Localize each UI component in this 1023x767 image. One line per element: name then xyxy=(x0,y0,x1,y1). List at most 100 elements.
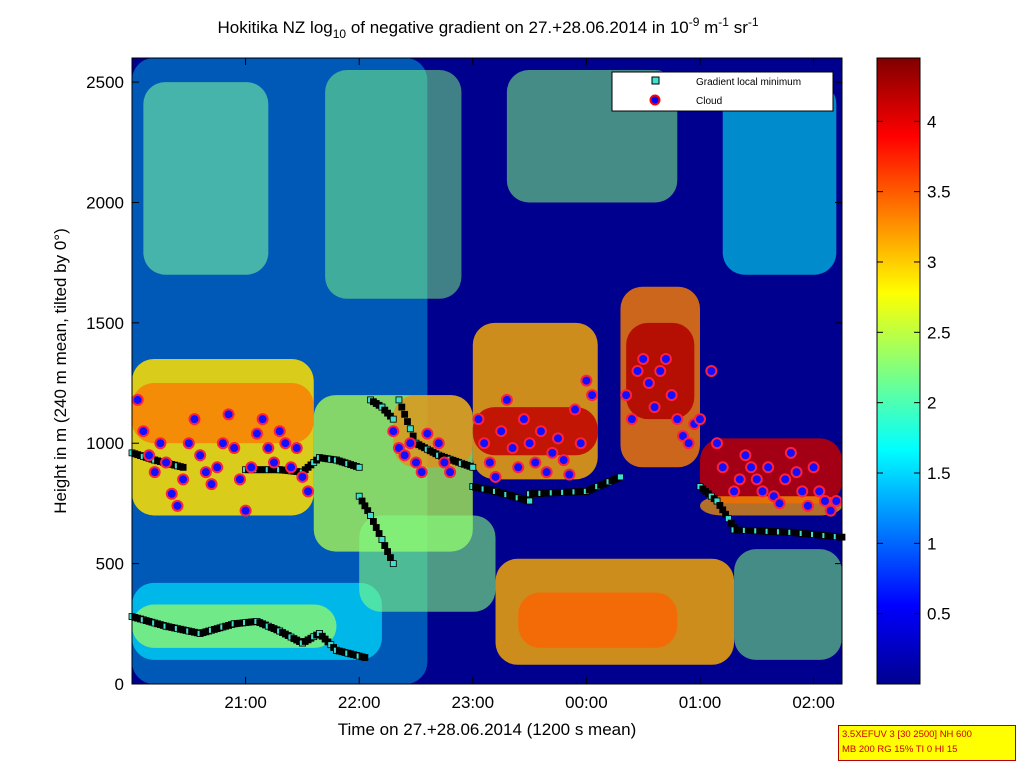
legend-label-minimum: Gradient local minimum xyxy=(696,77,801,88)
x-axis: 21:00 22:00 23:00 00:00 01:00 02:00 xyxy=(224,58,835,712)
series-cloud xyxy=(131,352,843,517)
cloud-marker xyxy=(824,504,837,517)
colorbar: 0.5 1 1.5 2 2.5 3 3.5 4 xyxy=(876,57,951,685)
cloud-marker xyxy=(194,449,207,462)
cloud-marker xyxy=(273,425,286,438)
cloud-marker xyxy=(177,473,190,486)
colorbar-tick-label: 2.5 xyxy=(927,323,951,342)
cloud-marker xyxy=(818,495,831,508)
cloud-marker xyxy=(233,473,246,486)
y-tick-label: 0 xyxy=(115,675,124,694)
cloud-marker xyxy=(421,427,434,440)
y-tick-label: 1500 xyxy=(86,314,124,333)
cloud-marker xyxy=(523,437,536,450)
gradient-minimum-marker xyxy=(526,497,533,505)
cloud-marker xyxy=(756,485,769,498)
cloud-marker xyxy=(489,470,502,483)
x-tick-label: 02:00 xyxy=(792,693,835,712)
cloud-marker xyxy=(631,365,644,377)
y-tick-label: 1000 xyxy=(86,434,124,453)
cloud-marker xyxy=(290,442,303,455)
cloud-marker xyxy=(534,425,547,438)
gradient-minimum-marker xyxy=(367,512,374,519)
cloud-marker xyxy=(620,389,633,402)
heatmap-patch xyxy=(143,82,269,275)
cloud-marker xyxy=(444,466,457,479)
cloud-marker xyxy=(517,413,530,426)
cloud-marker xyxy=(410,456,422,469)
cloud-marker xyxy=(773,497,786,510)
cloud-marker xyxy=(398,449,411,462)
cloud-marker xyxy=(762,461,775,474)
cloud-marker xyxy=(222,408,235,421)
gradient-minimum-marker xyxy=(378,536,386,543)
gradient-minimum-marker xyxy=(406,425,414,433)
cloud-marker xyxy=(813,485,826,498)
cloud-marker xyxy=(654,365,667,377)
plot-frame xyxy=(131,57,843,685)
cloud-marker xyxy=(563,468,576,481)
cloud-marker xyxy=(659,352,672,365)
cloud-marker xyxy=(682,437,695,450)
y-tick-label: 2500 xyxy=(86,73,124,92)
heatmap-patch xyxy=(734,549,842,660)
heatmap xyxy=(132,58,842,684)
gradient-minimum-marker xyxy=(381,542,389,549)
gradient-minimum-marker xyxy=(395,396,403,404)
colorbar-tick-label: 3.5 xyxy=(927,183,951,202)
cloud-marker xyxy=(807,461,820,474)
cloud-marker xyxy=(728,485,741,498)
cloud-marker xyxy=(574,437,587,450)
cloud-marker xyxy=(250,427,263,440)
cloud-marker xyxy=(268,456,280,469)
cloud-marker xyxy=(705,365,718,377)
legend-marker-square xyxy=(651,76,660,85)
gradient-minimum-marker xyxy=(389,560,397,568)
gradient-minimum-marker xyxy=(404,418,411,425)
cloud-marker xyxy=(228,442,241,455)
y-tick-label: 2000 xyxy=(86,193,124,212)
cloud-marker xyxy=(415,466,428,479)
legend-box xyxy=(611,71,834,112)
cloud-marker xyxy=(216,437,229,450)
cloud-marker xyxy=(733,473,746,486)
legend-marker-circle xyxy=(649,94,661,106)
cloud-marker xyxy=(779,473,792,486)
heatmap-patch xyxy=(472,322,598,480)
gradient-minimum-marker xyxy=(369,518,377,525)
cloud-marker xyxy=(569,403,582,416)
cloud-marker xyxy=(625,413,638,426)
gradient-minimum-marker xyxy=(384,548,392,555)
cloud-marker xyxy=(665,389,678,402)
cloud-marker xyxy=(285,461,298,474)
gradient-minimum-marker xyxy=(361,654,369,661)
cloud-marker xyxy=(506,442,519,455)
x-tick-label: 23:00 xyxy=(452,693,495,712)
cloud-marker xyxy=(165,487,178,500)
cloud-marker xyxy=(296,470,309,483)
cloud-marker xyxy=(483,456,496,469)
heatmap-patch xyxy=(359,515,496,612)
gradient-minimum-marker xyxy=(179,463,187,471)
cloud-marker xyxy=(262,442,275,455)
gradient-minimum-marker xyxy=(375,530,383,537)
cloud-marker xyxy=(239,504,252,517)
colorbar-tick-label: 1.5 xyxy=(927,464,951,483)
cloud-marker xyxy=(182,437,195,450)
cloud-marker xyxy=(546,446,559,459)
cloud-marker xyxy=(540,466,553,479)
heatmap-patch xyxy=(393,395,473,468)
cloud-marker xyxy=(580,374,593,387)
cloud-marker xyxy=(711,437,724,450)
gradient-minimum-marker xyxy=(387,554,394,561)
x-axis-label: Time on 27.+28.06.2014 (1200 s mean) xyxy=(338,720,636,739)
cloud-marker xyxy=(211,461,224,474)
legend-label-cloud: Cloud xyxy=(696,96,722,107)
cloud-marker xyxy=(188,413,201,426)
colorbar-tick-label: 4 xyxy=(927,112,936,131)
x-tick-label: 22:00 xyxy=(338,693,381,712)
cloud-marker xyxy=(745,461,758,474)
heatmap-patch xyxy=(722,82,837,275)
info-box: 3.5XEFUV 3 [30 2500] NH 600 MB 200 RG 15… xyxy=(838,725,1016,761)
colorbar-tick-label: 0.5 xyxy=(927,605,951,624)
